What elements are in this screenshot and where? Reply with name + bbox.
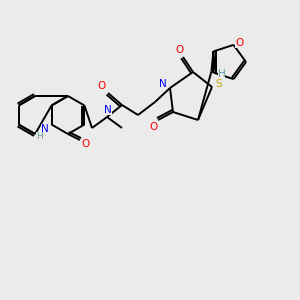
Text: O: O — [82, 139, 90, 149]
Text: O: O — [98, 81, 106, 91]
Text: H: H — [218, 69, 225, 80]
Text: O: O — [236, 38, 244, 48]
Text: N: N — [159, 79, 167, 89]
Text: S: S — [216, 79, 222, 89]
Text: O: O — [175, 45, 183, 55]
Text: N: N — [104, 105, 112, 115]
Text: H: H — [36, 132, 43, 141]
Text: N: N — [41, 124, 48, 134]
Text: O: O — [150, 122, 158, 132]
